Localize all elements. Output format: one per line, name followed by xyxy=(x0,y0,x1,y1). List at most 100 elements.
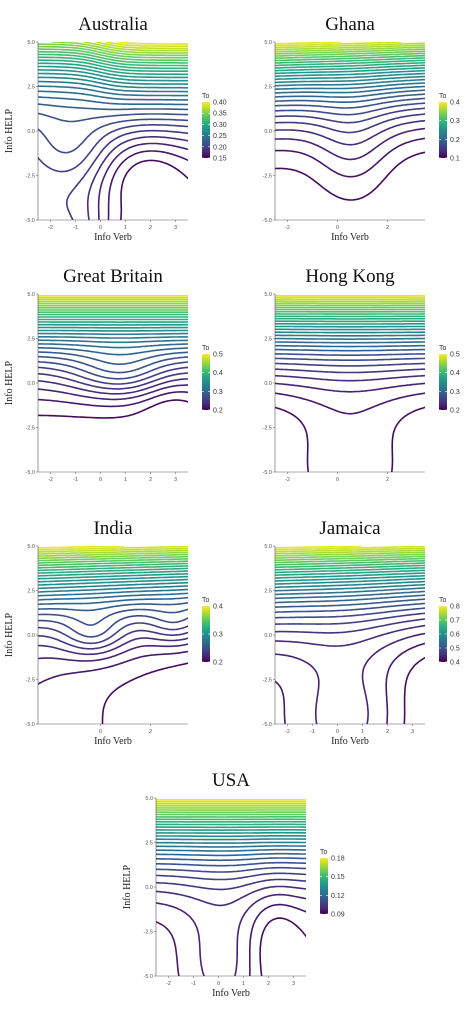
y-tick-label: 0.0 xyxy=(264,381,272,387)
x-axis-title: Info Verb xyxy=(331,736,369,747)
legend-colorbar xyxy=(439,102,447,158)
legend-tick-label: 0.3 xyxy=(450,389,460,396)
contour-line xyxy=(105,42,188,47)
contour-line xyxy=(38,399,188,419)
x-tick-label: 3 xyxy=(292,981,295,987)
y-tick-label: 0.0 xyxy=(264,129,272,135)
contour-line xyxy=(38,560,188,567)
contour-line xyxy=(156,878,306,891)
contour-line xyxy=(38,650,188,685)
contour-line xyxy=(275,572,425,579)
contour-line xyxy=(38,59,188,72)
y-axis-title: Info HELP xyxy=(4,360,15,405)
x-tick-label: -2 xyxy=(285,225,290,231)
contour-line xyxy=(275,374,425,382)
legend-colorbar xyxy=(202,606,210,662)
contour-line xyxy=(156,893,306,976)
contour-line xyxy=(86,136,188,220)
y-tick-label: -5.0 xyxy=(263,722,272,728)
chart-title-australia: Australia xyxy=(78,14,148,35)
contour-line xyxy=(38,547,188,553)
contour-line xyxy=(66,129,188,220)
y-tick-label: -5.0 xyxy=(26,218,35,224)
contour-line xyxy=(275,587,425,596)
contour-line xyxy=(275,42,402,47)
contour-line xyxy=(38,372,188,390)
contour-line xyxy=(275,341,425,344)
contour-line xyxy=(38,643,188,662)
contour-line xyxy=(38,366,188,385)
legend-tick-label: 0.8 xyxy=(450,604,460,611)
legend-tick-label: 0.5 xyxy=(450,352,460,359)
x-tick-label: 3 xyxy=(174,225,177,231)
y-tick-label: -5.0 xyxy=(263,218,272,224)
contour-line xyxy=(156,903,306,976)
contour-line xyxy=(38,391,188,408)
x-tick-label: 0 xyxy=(336,477,339,483)
contour-line xyxy=(275,624,425,647)
legend-title: To xyxy=(439,93,447,100)
x-tick-label: 1 xyxy=(242,981,245,987)
legend-tick-label: 0.15 xyxy=(331,874,345,881)
contour-line xyxy=(275,102,425,116)
y-tick-label: 0.0 xyxy=(145,885,153,891)
contour-line xyxy=(38,573,188,580)
contour-line xyxy=(275,562,425,569)
contour-lines-india xyxy=(38,546,188,724)
contour-line xyxy=(275,61,425,69)
contour-line xyxy=(38,378,188,395)
contour-line xyxy=(38,384,188,401)
contour-line xyxy=(275,42,342,45)
contour-line xyxy=(275,602,425,613)
legend-tick-label: 0.3 xyxy=(213,632,223,639)
y-tick-label: -5.0 xyxy=(144,974,153,980)
contour-line xyxy=(38,339,188,344)
contour-line xyxy=(275,52,425,60)
x-tick-label: 2 xyxy=(386,729,389,735)
contour-line xyxy=(275,392,425,415)
legend-tick-label: 0.6 xyxy=(450,632,460,639)
contour-line xyxy=(38,351,188,365)
legend-tick-label: 0.40 xyxy=(213,100,227,107)
x-tick-label: 2 xyxy=(386,477,389,483)
legend-title: To xyxy=(202,597,210,604)
panel-great-britain-svg: Great Britain 5.0 2.5 0.0 -2.5 -5.0 -2 -1 0 1 2 3 In… xyxy=(4,266,223,483)
y-tick-label: -2.5 xyxy=(26,678,35,684)
panel-jamaica: Jamaica 5.0 2.5 0.0 -2.5 -5.0 -2 -1 0 1 2 3 Info Ver… xyxy=(237,504,474,756)
contour-line xyxy=(38,615,188,638)
legend-tick-label: 0.09 xyxy=(331,912,345,919)
contour-line xyxy=(275,89,425,98)
contour-line xyxy=(275,344,425,348)
panel-jamaica-svg: Jamaica 5.0 2.5 0.0 -2.5 -5.0 -2 -1 0 1 2 3 Info Ver… xyxy=(263,518,460,747)
contour-line xyxy=(275,567,425,574)
contour-line xyxy=(156,872,306,881)
contour-line xyxy=(156,861,306,867)
legend-tick-label: 0.25 xyxy=(213,133,227,140)
x-tick-label: -1 xyxy=(73,477,78,483)
legend-tick-label: 0.4 xyxy=(450,370,460,377)
contour-line xyxy=(275,577,425,585)
legend-title: To xyxy=(202,345,210,352)
legend-tick-label: 0.20 xyxy=(213,144,227,151)
legend-tick-label: 0.3 xyxy=(213,389,223,396)
contour-line xyxy=(38,56,188,70)
contour-line xyxy=(38,570,188,577)
contour-lines-great-britain xyxy=(38,295,188,419)
x-tick-label: -2 xyxy=(166,981,171,987)
legend-colorbar xyxy=(202,102,210,158)
contour-line xyxy=(275,337,425,340)
contour-line xyxy=(275,583,425,592)
contour-line xyxy=(107,150,188,220)
contour-line xyxy=(275,559,425,566)
contour-line xyxy=(275,406,425,472)
x-axis-title: Info Verb xyxy=(212,988,250,999)
contour-line xyxy=(275,555,425,562)
contour-line xyxy=(38,76,188,89)
contour-line xyxy=(275,50,425,57)
contour-line xyxy=(275,632,425,724)
contour-line xyxy=(275,564,425,571)
contour-line xyxy=(120,159,188,220)
x-tick-label: 2 xyxy=(386,225,389,231)
chart-title-usa: USA xyxy=(212,770,250,791)
y-tick-label: 2.5 xyxy=(27,85,35,91)
